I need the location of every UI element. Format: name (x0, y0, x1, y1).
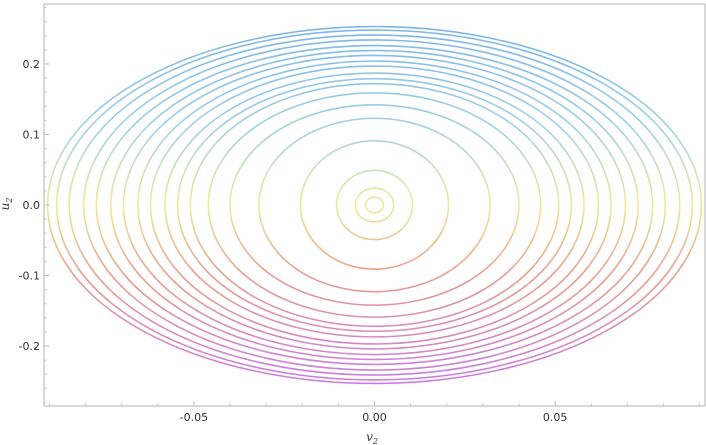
x-axis-label-subscript: 2 (372, 437, 378, 445)
orbit-curve-6 (229, 104, 520, 306)
orbit-curve-11 (149, 65, 600, 345)
orbit-curve-12 (137, 60, 612, 350)
y-tick-label: -0.2 (19, 340, 40, 353)
x-tick-label: 0.00 (362, 411, 387, 424)
y-tick-label: -0.1 (19, 270, 40, 283)
orbit-curve-4 (299, 140, 450, 270)
orbit-curve-1 (364, 196, 385, 214)
orbit-curve-14 (110, 49, 639, 361)
orbit-curve-10 (164, 72, 585, 338)
orbit-curve-17 (68, 34, 681, 376)
orbit-curve-16 (82, 39, 667, 371)
orbit-curve-15 (95, 44, 654, 366)
orbit-curve-9 (176, 77, 573, 333)
y-axis-label: u2 (0, 198, 14, 211)
orbit-curves (46, 25, 703, 385)
orbit-curve-3 (335, 169, 414, 241)
plot-frame (43, 3, 706, 407)
orbit-curve-18 (55, 29, 694, 381)
orbit-curve-5 (258, 117, 491, 293)
y-axis-label-subscript: 2 (5, 198, 14, 204)
orbit-curve-13 (122, 54, 627, 356)
y-tick-label: 0.1 (23, 128, 41, 141)
x-axis-label: v2 (366, 430, 378, 445)
x-tick-label: -0.05 (180, 411, 208, 424)
y-tick-label: 0.2 (23, 58, 41, 71)
orbit-curve-8 (189, 82, 560, 328)
orbit-curve-7 (207, 92, 542, 318)
orbit-curve-19 (46, 25, 703, 385)
x-axis-ticks: -0.05 0.00 0.05 (48, 401, 701, 424)
y-tick-label: 0.0 (23, 199, 41, 212)
x-tick-label: 0.05 (543, 411, 568, 424)
orbit-curve-2 (354, 187, 395, 223)
y-axis-ticks: -0.2 -0.1 0.0 0.1 0.2 (19, 7, 49, 403)
